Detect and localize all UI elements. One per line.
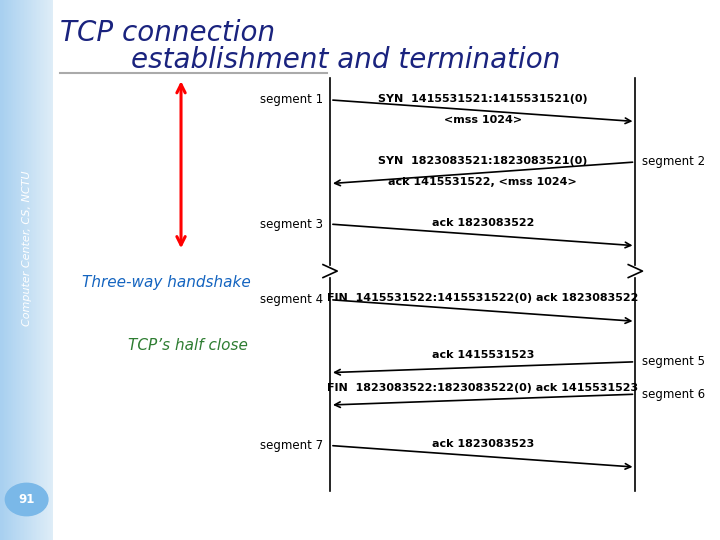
Bar (35, 0, 36, 540)
Text: ack 1823083523: ack 1823083523 (431, 439, 534, 449)
Bar (47, 0, 48, 540)
Bar (12, 0, 13, 540)
Bar (28, 0, 30, 540)
Bar (52, 0, 53, 540)
Bar (49, 0, 50, 540)
Bar (0, 0, 1, 540)
Bar (17, 0, 19, 540)
Bar (5, 0, 6, 540)
Text: segment 4: segment 4 (260, 293, 323, 306)
Bar (16, 0, 17, 540)
Text: Computer Center, CS, NCTU: Computer Center, CS, NCTU (22, 171, 32, 326)
Text: segment 7: segment 7 (260, 439, 323, 452)
Circle shape (5, 483, 48, 516)
Text: establishment and termination: establishment and termination (60, 46, 561, 74)
Bar (19, 0, 20, 540)
Bar (33, 0, 35, 540)
Bar (48, 0, 49, 540)
Text: segment 6: segment 6 (642, 388, 706, 401)
Text: segment 3: segment 3 (260, 218, 323, 231)
Bar (24, 0, 25, 540)
Bar (13, 0, 14, 540)
Bar (32, 0, 33, 540)
Bar (42, 0, 44, 540)
Text: SYN  1415531521:1415531521(0): SYN 1415531521:1415531521(0) (378, 93, 588, 104)
Bar (20, 0, 22, 540)
Text: SYN  1823083521:1823083521(0): SYN 1823083521:1823083521(0) (378, 156, 588, 166)
Bar (45, 0, 47, 540)
Bar (25, 0, 27, 540)
Bar (27, 0, 28, 540)
Bar (8, 0, 9, 540)
Bar (14, 0, 16, 540)
Text: TCP connection: TCP connection (60, 19, 276, 47)
Text: segment 1: segment 1 (260, 93, 323, 106)
Bar (37, 0, 39, 540)
Bar (41, 0, 42, 540)
Text: Three-way handshake: Three-way handshake (81, 275, 251, 291)
Bar (6, 0, 8, 540)
Bar (22, 0, 24, 540)
Text: TCP’s half close: TCP’s half close (127, 338, 248, 353)
Text: FIN  1415531522:1415531522(0) ack 1823083522: FIN 1415531522:1415531522(0) ack 1823083… (327, 293, 639, 303)
Text: FIN  1823083522:1823083522(0) ack 1415531523: FIN 1823083522:1823083522(0) ack 1415531… (327, 382, 639, 393)
Bar (30, 0, 31, 540)
Bar (9, 0, 11, 540)
Bar (50, 0, 52, 540)
Text: segment 5: segment 5 (642, 355, 706, 368)
Bar (1, 0, 3, 540)
Bar (31, 0, 32, 540)
Text: <mss 1024>: <mss 1024> (444, 115, 522, 125)
Bar (39, 0, 40, 540)
Text: ack 1415531522, <mss 1024>: ack 1415531522, <mss 1024> (388, 177, 577, 187)
Bar (40, 0, 41, 540)
Text: segment 2: segment 2 (642, 156, 706, 168)
Bar (11, 0, 12, 540)
Bar (4, 0, 5, 540)
Text: ack 1823083522: ack 1823083522 (431, 218, 534, 228)
Text: ack 1415531523: ack 1415531523 (431, 350, 534, 360)
Bar (3, 0, 4, 540)
Bar (44, 0, 45, 540)
Bar (36, 0, 37, 540)
Text: 91: 91 (19, 493, 35, 506)
